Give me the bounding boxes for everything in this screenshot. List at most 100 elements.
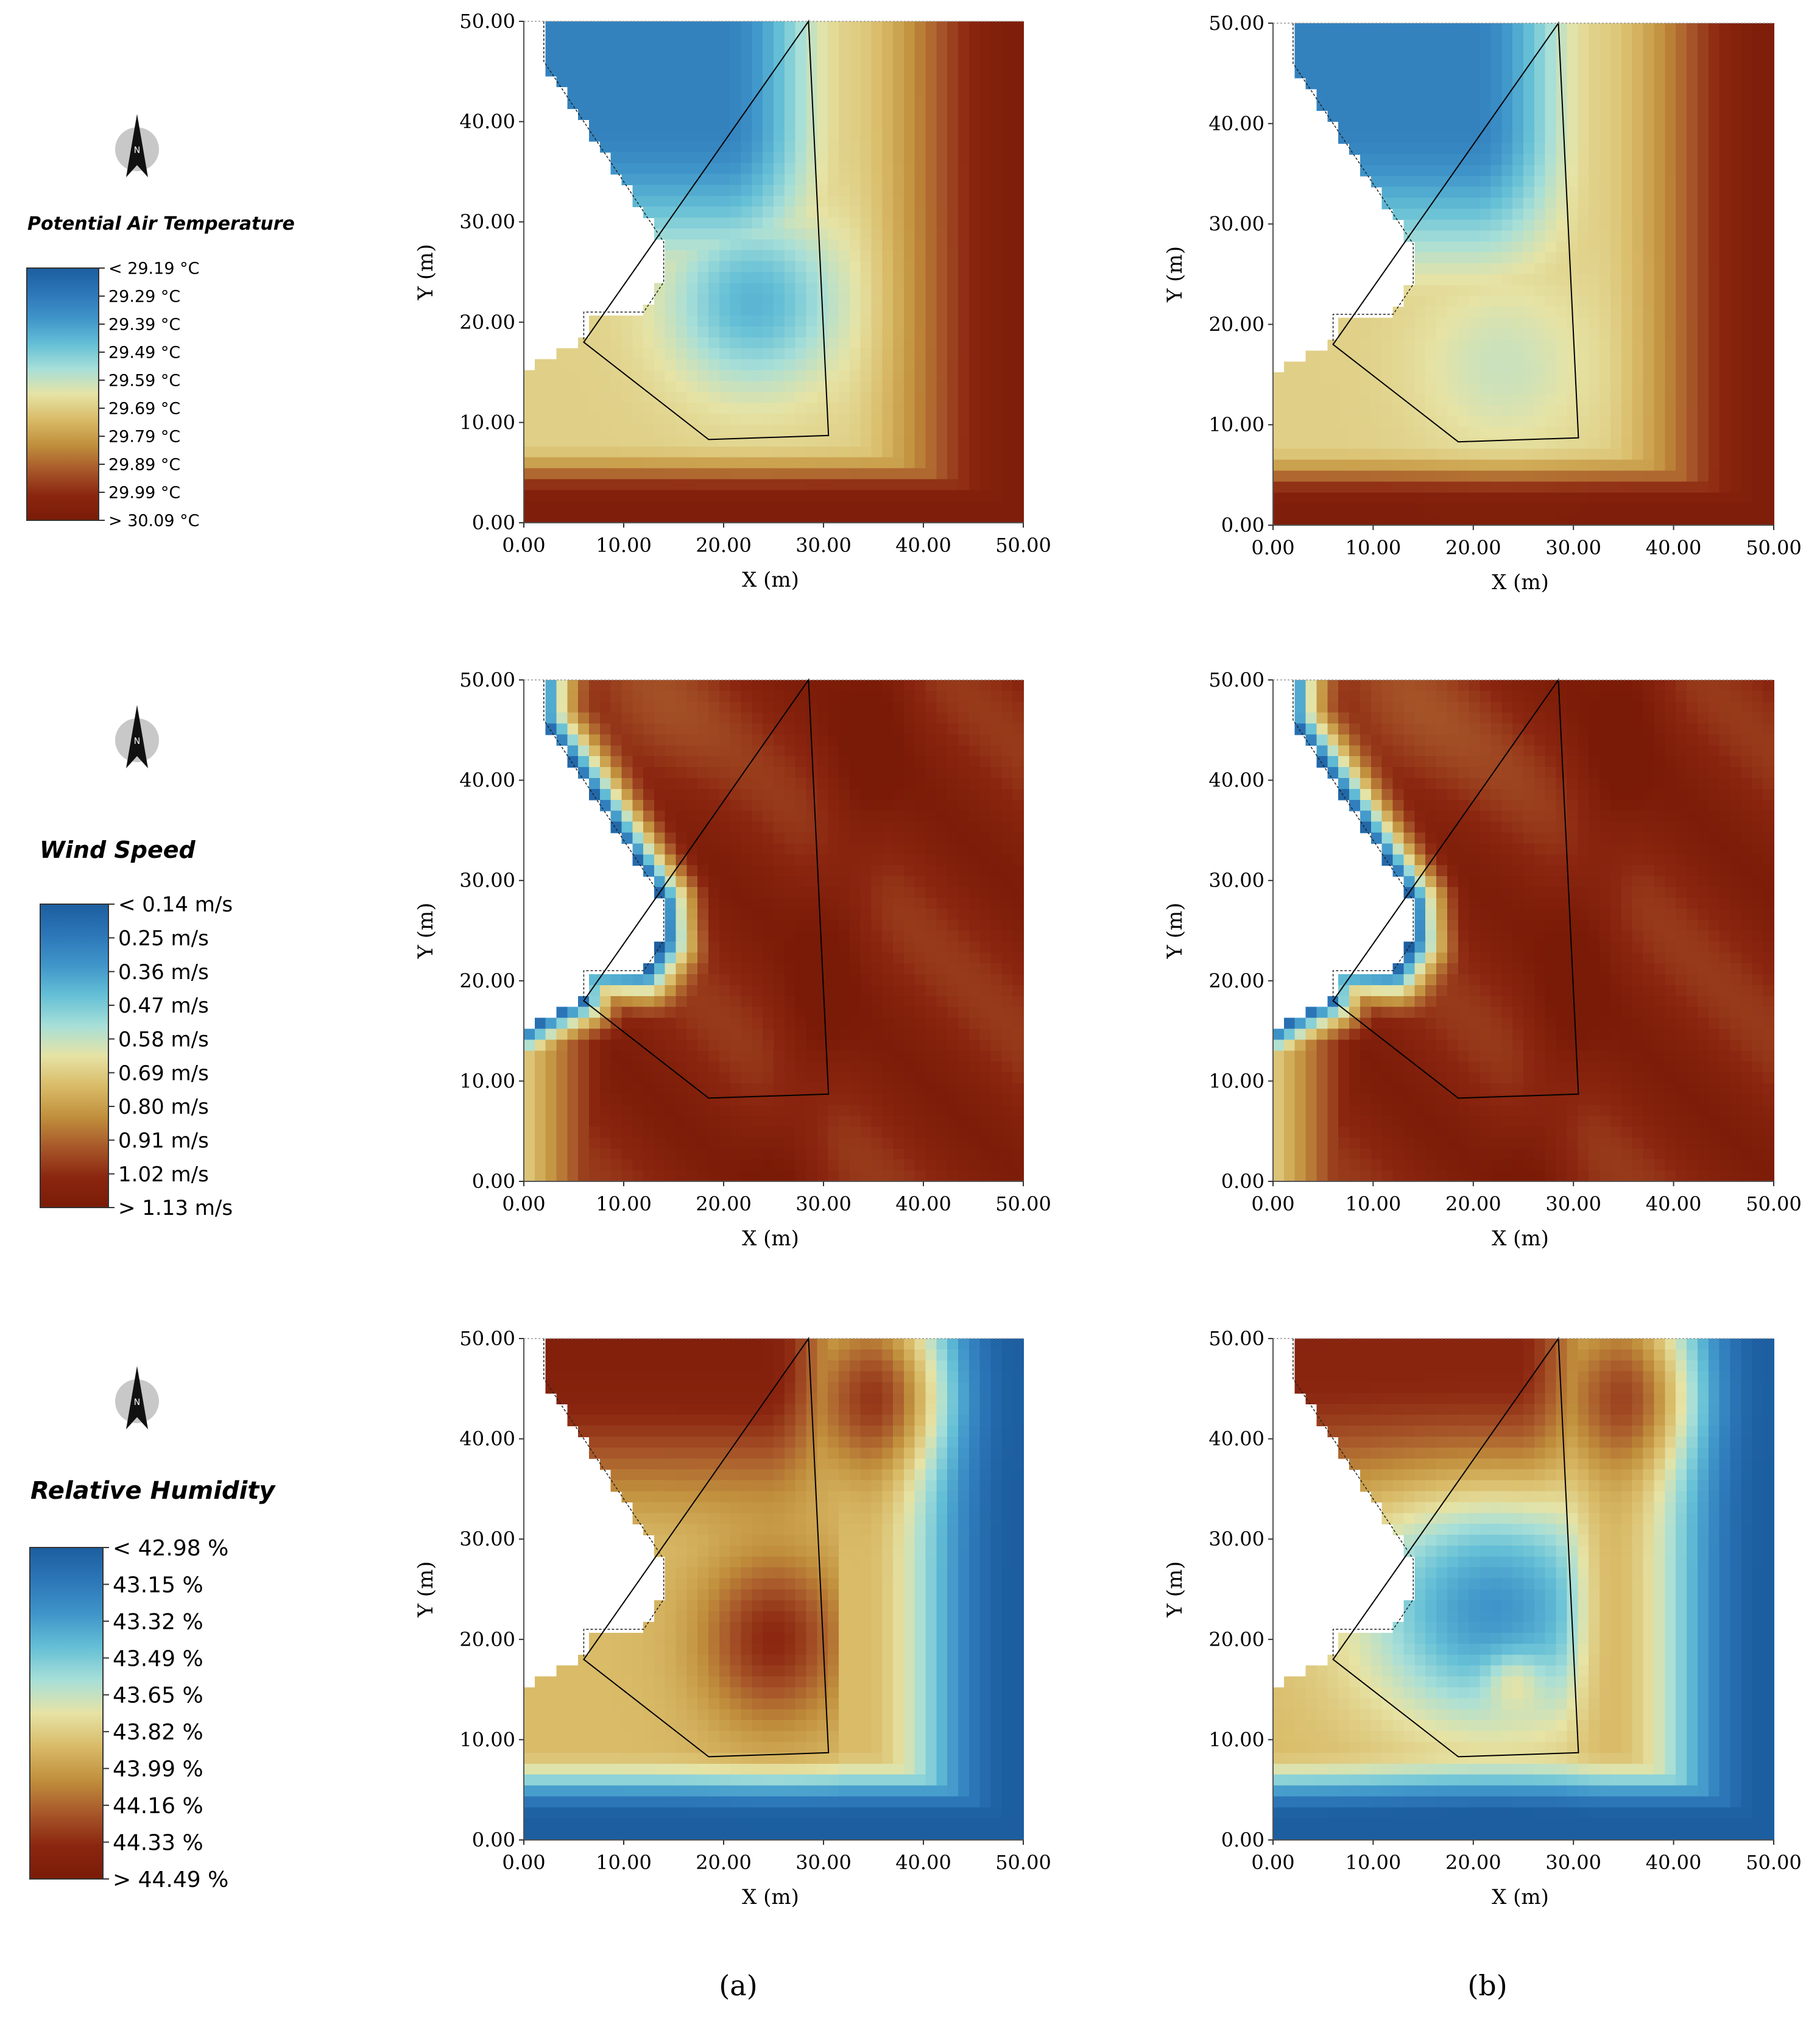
heatmap-cell [697,1083,709,1095]
heatmap-cell [524,1050,535,1062]
heatmap-cell [968,381,981,393]
heatmap-cell [795,1137,807,1150]
heatmap-cell [730,1170,742,1182]
heatmap-cell [1643,274,1655,286]
heatmap-cell [784,185,796,197]
heatmap-cell [719,1039,731,1052]
heatmap-cell [567,468,579,480]
heatmap-cell [675,403,688,414]
heatmap-cell [588,723,601,735]
heatmap-cell [1534,274,1546,286]
heatmap-cell [1425,426,1437,439]
heatmap-cell [675,468,688,480]
heatmap-cell [838,97,850,109]
heatmap-cell [752,501,763,512]
heatmap-cell [1730,481,1742,493]
heatmap-cell [697,712,709,724]
heatmap-cell [1763,295,1774,308]
heatmap-cell [1578,197,1590,210]
heatmap-cell [1370,350,1383,363]
heatmap-cell [838,1006,850,1019]
heatmap-cell [1752,263,1763,275]
heatmap-cell [545,1083,557,1095]
heatmap-cell [893,185,905,197]
heatmap-cell [1654,285,1666,297]
heatmap-cell [817,108,828,120]
heatmap-cell [1305,34,1317,46]
heatmap-cell [697,810,709,822]
heatmap-cell [1447,44,1459,57]
heatmap-cell [774,1039,785,1052]
heatmap-cell [1621,274,1633,286]
heatmap-cell [1469,121,1481,133]
heatmap-cell [1687,241,1698,253]
heatmap-cell [1676,23,1687,35]
heatmap-cell [632,512,644,523]
heatmap-cell [719,1006,731,1019]
heatmap-cell [1621,241,1633,253]
heatmap-cell [1469,230,1481,242]
heatmap-cell [719,1061,731,1073]
heatmap-cell [588,1170,601,1182]
heatmap-cell [1730,383,1742,395]
heatmap-cell [1501,175,1513,188]
heatmap-cell [958,43,970,55]
heatmap-cell [784,1105,796,1117]
heatmap-cell [741,690,753,702]
heatmap-cell [697,1094,709,1106]
heatmap-cell [817,1137,828,1150]
heatmap-cell [556,435,568,447]
heatmap-cell [1665,55,1676,68]
heatmap-cell [1469,448,1481,461]
heatmap-cell [524,1061,535,1073]
heatmap-cell [763,97,774,109]
heatmap-cell [1676,448,1687,461]
heatmap-cell [719,490,731,502]
heatmap-cell [849,97,861,109]
heatmap-cell [1534,383,1546,395]
heatmap-cell [719,952,731,964]
heatmap-cell [1567,470,1579,483]
heatmap-cell [1741,285,1753,297]
heatmap-cell [774,963,785,975]
heatmap-cell [871,32,883,44]
heatmap-cell [990,512,1003,523]
heatmap-cell [784,897,796,910]
heatmap-cell [654,21,666,33]
heatmap-cell [1403,470,1416,483]
heatmap-cell [817,370,828,382]
heatmap-cell [828,446,839,458]
heatmap-cell [817,778,828,790]
heatmap-cell [1632,339,1644,352]
heatmap-cell [838,446,850,458]
heatmap-cell [697,163,709,175]
heatmap-cell [697,174,709,186]
heatmap-cell [1632,328,1644,341]
heatmap-cell [968,435,981,447]
heatmap-cell [654,76,666,88]
heatmap-cell [958,348,970,360]
heatmap-cell [1567,230,1579,242]
heatmap-cell [860,185,872,197]
heatmap-cell [1545,77,1557,90]
heatmap-cell [1001,457,1013,469]
heatmap-cell [968,228,981,240]
heatmap-cell [784,435,796,447]
heatmap-cell [1589,437,1600,450]
heatmap-cell [849,712,861,724]
heatmap-cell [643,76,655,88]
heatmap-cell [1589,143,1600,155]
heatmap-cell [828,414,839,425]
heatmap-cell [1654,317,1666,330]
heatmap-cell [730,897,742,910]
heatmap-cell [1381,481,1394,493]
heatmap-cell [1447,361,1459,373]
heatmap-cell [1643,88,1655,101]
heatmap-cell [1012,403,1024,414]
heatmap-cell [556,370,568,382]
heatmap-cell [621,985,633,997]
heatmap-cell [817,886,828,899]
heatmap-cell [979,457,992,469]
heatmap-cell [1360,88,1372,101]
heatmap-cell [599,359,612,371]
